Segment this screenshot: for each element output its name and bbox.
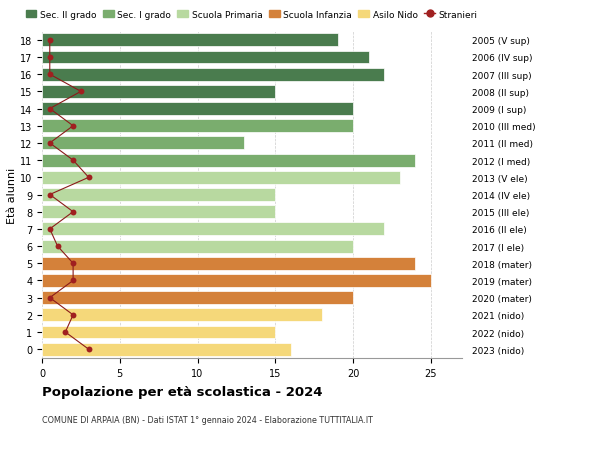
Point xyxy=(76,89,86,96)
Bar xyxy=(42,326,275,339)
Bar xyxy=(42,154,415,167)
Bar xyxy=(42,51,368,64)
Bar xyxy=(42,240,353,253)
Bar xyxy=(42,257,415,270)
Bar xyxy=(42,343,291,356)
Bar xyxy=(42,206,275,218)
Bar xyxy=(42,103,353,116)
Point xyxy=(45,226,55,233)
Point xyxy=(45,191,55,199)
Point xyxy=(45,106,55,113)
Legend: Sec. II grado, Sec. I grado, Scuola Primaria, Scuola Infanzia, Asilo Nido, Stran: Sec. II grado, Sec. I grado, Scuola Prim… xyxy=(26,11,478,20)
Point xyxy=(84,174,94,182)
Point xyxy=(68,208,78,216)
Point xyxy=(45,71,55,78)
Bar xyxy=(42,291,353,304)
Point xyxy=(84,346,94,353)
Bar xyxy=(42,189,275,202)
Bar xyxy=(42,223,384,236)
Bar xyxy=(42,34,338,47)
Text: COMUNE DI ARPAIA (BN) - Dati ISTAT 1° gennaio 2024 - Elaborazione TUTTITALIA.IT: COMUNE DI ARPAIA (BN) - Dati ISTAT 1° ge… xyxy=(42,415,373,424)
Bar xyxy=(42,68,384,81)
Point xyxy=(53,243,62,250)
Point xyxy=(68,123,78,130)
Point xyxy=(45,140,55,147)
Point xyxy=(68,312,78,319)
Point xyxy=(61,329,70,336)
Point xyxy=(68,260,78,267)
Bar xyxy=(42,86,275,99)
Point xyxy=(45,54,55,62)
Bar xyxy=(42,172,400,185)
Point xyxy=(68,277,78,285)
Point xyxy=(45,294,55,302)
Bar xyxy=(42,309,322,322)
Bar xyxy=(42,137,244,150)
Text: Popolazione per età scolastica - 2024: Popolazione per età scolastica - 2024 xyxy=(42,385,323,398)
Bar xyxy=(42,120,353,133)
Point xyxy=(45,37,55,45)
Point xyxy=(68,157,78,164)
Y-axis label: Età alunni: Età alunni xyxy=(7,167,17,223)
Bar xyxy=(42,274,431,287)
